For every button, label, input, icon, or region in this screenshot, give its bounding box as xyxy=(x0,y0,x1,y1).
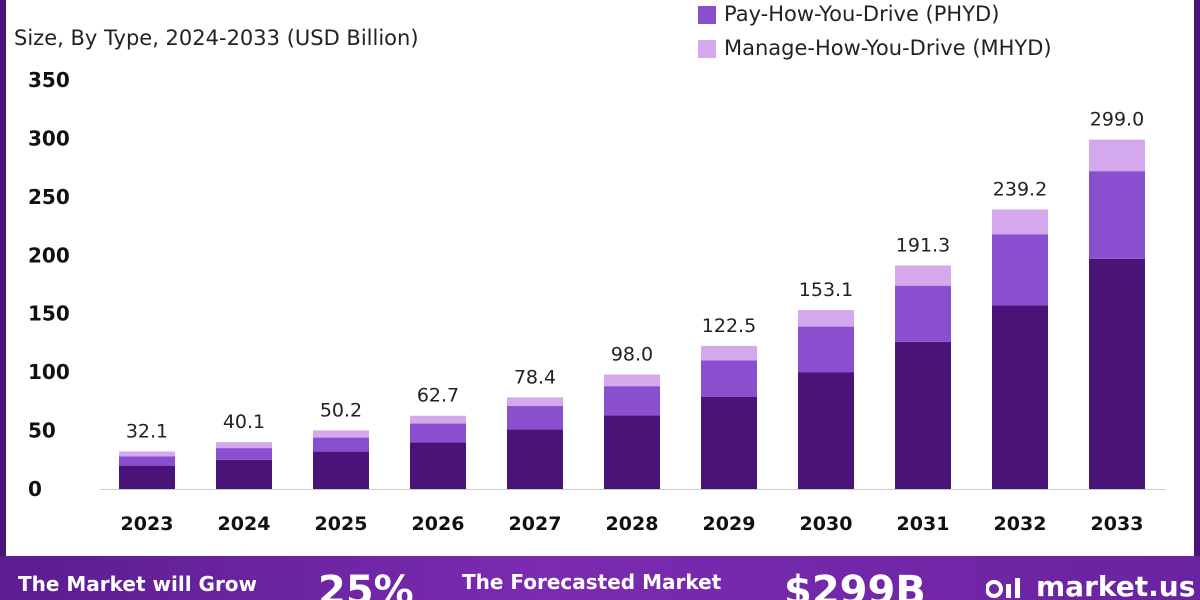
bar-segment-mhyd xyxy=(507,397,563,407)
x-tick-label: 2032 xyxy=(994,513,1047,535)
bar-segment-base xyxy=(119,465,175,489)
bar-segment-mhyd xyxy=(216,442,272,449)
bar-segment-base xyxy=(1089,258,1145,489)
bar-segment-mhyd xyxy=(895,265,951,286)
bar-segment-phyd xyxy=(216,448,272,460)
bar-segment-mhyd xyxy=(1089,139,1145,172)
x-tick-label: 2027 xyxy=(509,513,562,535)
footer-brand-name: market.us xyxy=(1036,570,1196,600)
y-tick-label: 300 xyxy=(28,126,70,150)
bar-segment-base xyxy=(604,415,660,489)
bar-total-label: 32.1 xyxy=(126,420,168,442)
bar-total-label: 299.0 xyxy=(1090,109,1144,131)
x-tick-label: 2033 xyxy=(1091,513,1144,535)
bar-segment-phyd xyxy=(895,285,951,342)
footer-grow-text: The Market will Grow xyxy=(18,572,258,596)
bar-segment-phyd xyxy=(313,437,369,452)
footer-cagr-value: 25% xyxy=(318,568,414,600)
bar-total-label: 78.4 xyxy=(514,366,556,388)
x-tick-label: 2026 xyxy=(412,513,465,535)
bar-segment-base xyxy=(410,442,466,489)
chart-subtitle: Size, By Type, 2024-2033 (USD Billion) xyxy=(14,26,419,50)
bar-total-label: 191.3 xyxy=(896,234,950,256)
bar-segment-base xyxy=(798,372,854,489)
bar-segment-phyd xyxy=(798,326,854,373)
bar-total-label: 40.1 xyxy=(223,411,265,433)
bar-segment-phyd xyxy=(1089,171,1145,259)
frame-right-border xyxy=(1194,0,1200,560)
legend-label-phyd: Pay-How-You-Drive (PHYD) xyxy=(724,2,1000,26)
x-tick-label: 2024 xyxy=(218,513,271,535)
bar-segment-phyd xyxy=(604,386,660,416)
x-tick-label: 2029 xyxy=(703,513,756,535)
bar-signal-icon xyxy=(986,578,1020,598)
bar-segment-phyd xyxy=(701,360,757,397)
bar-segment-mhyd xyxy=(992,209,1048,235)
x-tick-label: 2028 xyxy=(606,513,659,535)
bar-segment-phyd xyxy=(410,423,466,443)
bar-segment-base xyxy=(895,341,951,489)
y-tick-label: 200 xyxy=(28,243,70,267)
bar-segment-phyd xyxy=(507,406,563,430)
bar-total-label: 50.2 xyxy=(320,399,362,421)
y-tick-label: 50 xyxy=(28,419,56,443)
bar-segment-base xyxy=(507,429,563,489)
bar-segment-mhyd xyxy=(119,451,175,457)
bar-total-label: 153.1 xyxy=(799,279,853,301)
x-tick-label: 2030 xyxy=(800,513,853,535)
x-tick-label: 2031 xyxy=(897,513,950,535)
x-tick-label: 2023 xyxy=(121,513,174,535)
bar-total-label: 239.2 xyxy=(993,178,1047,200)
bar-total-label: 122.5 xyxy=(702,315,756,337)
frame-left-border xyxy=(0,0,6,560)
x-tick-label: 2025 xyxy=(315,513,368,535)
bar-total-label: 62.7 xyxy=(417,385,459,407)
bar-segment-mhyd xyxy=(313,430,369,438)
bar-segment-mhyd xyxy=(701,345,757,361)
y-tick-label: 150 xyxy=(28,302,70,326)
bar-total-label: 98.0 xyxy=(611,343,653,365)
legend-swatch-phyd xyxy=(698,6,716,24)
legend-swatch-mhyd xyxy=(698,40,716,58)
bar-segment-base xyxy=(313,451,369,489)
bar-segment-phyd xyxy=(119,456,175,466)
footer-forecast-text: The Forecasted Market xyxy=(462,570,722,594)
bar-segment-phyd xyxy=(992,234,1048,306)
stacked-bar-chart: 0 50 100 150 200 250 300 350 32.1 2023 40.1 2024 50.… xyxy=(28,68,1166,535)
bar-segment-base xyxy=(992,305,1048,489)
bar-segment-mhyd xyxy=(604,374,660,387)
y-tick-label: 100 xyxy=(28,360,70,384)
y-tick-label: 350 xyxy=(28,68,70,92)
footer-market-value: $299B xyxy=(784,568,926,600)
footer-banner: The Market will Grow 25% The Forecasted … xyxy=(0,556,1200,600)
y-tick-label: 250 xyxy=(28,185,70,209)
bar-segment-mhyd xyxy=(410,415,466,424)
legend-label-mhyd: Manage-How-You-Drive (MHYD) xyxy=(724,36,1052,60)
bar-segment-base xyxy=(701,396,757,489)
bar-segment-mhyd xyxy=(798,310,854,327)
y-tick-label: 0 xyxy=(28,477,42,501)
bar-segment-base xyxy=(216,459,272,489)
